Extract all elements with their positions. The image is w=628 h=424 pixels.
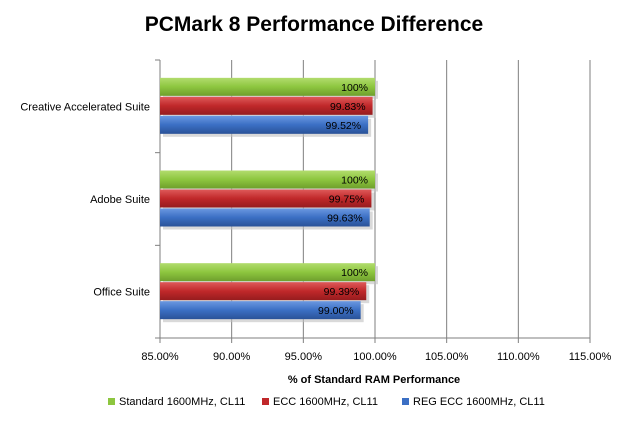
legend-swatch — [402, 398, 409, 405]
bar — [160, 77, 375, 96]
legend-swatch — [262, 398, 269, 405]
data-label: 99.39% — [324, 286, 360, 298]
data-label: 99.63% — [327, 213, 363, 225]
legend-entry: ECC 1600MHz, CL11 — [273, 396, 378, 408]
x-tick-label: 95.00% — [285, 351, 323, 363]
legend-entry: REG ECC 1600MHz, CL11 — [413, 396, 545, 408]
bar — [160, 208, 370, 227]
category-label: Adobe Suite — [90, 194, 150, 206]
bar — [160, 170, 375, 189]
x-tick-label: 100.00% — [353, 351, 397, 363]
x-tick-label: 110.00% — [497, 351, 540, 363]
bar — [160, 96, 373, 115]
x-tick-label: 85.00% — [141, 351, 179, 363]
x-tick-label: 115.00% — [569, 351, 612, 363]
data-label: 100% — [341, 82, 368, 94]
data-label: 100% — [341, 267, 368, 279]
data-label: 99.83% — [330, 101, 366, 113]
bar — [160, 189, 372, 208]
category-label: Office Suite — [93, 287, 150, 299]
bar — [160, 115, 369, 134]
data-label: 99.75% — [329, 194, 365, 206]
chart-title: PCMark 8 Performance Difference — [145, 13, 483, 36]
x-tick-labels: 85.00% 90.00% 95.00% 100.00% 105.00% 110.00% 1… — [141, 351, 611, 363]
legend-entry: Standard 1600MHz, CL11 — [119, 396, 245, 408]
data-label: 99.52% — [325, 120, 361, 132]
data-label: 100% — [341, 175, 368, 187]
legend-swatch — [108, 398, 115, 405]
category-labels: Creative Accelerated Suite Adobe Suite Off… — [20, 101, 150, 298]
bar — [160, 282, 367, 301]
data-label: 99.00% — [318, 305, 354, 317]
x-tick-label: 90.00% — [213, 351, 251, 363]
x-tick-label: 105.00% — [425, 351, 469, 363]
bars: 100% 99.83% 99.52% 100% 99.75% 99.63% 100% 99.3… — [160, 77, 378, 323]
bar — [160, 263, 375, 282]
bar — [160, 301, 361, 320]
x-axis-label: % of Standard RAM Performance — [288, 374, 460, 386]
legend: Standard 1600MHz, CL11 ECC 1600MHz, CL11 R… — [108, 396, 545, 408]
category-label: Creative Accelerated Suite — [20, 101, 150, 113]
